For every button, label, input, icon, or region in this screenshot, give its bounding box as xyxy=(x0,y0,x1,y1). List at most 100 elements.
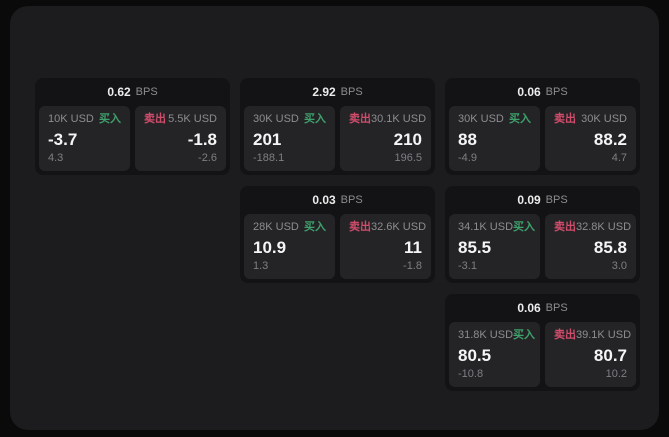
sell-price-value: 80.7 xyxy=(593,345,627,365)
sell-price-value: 88.2 xyxy=(593,129,627,149)
buy-price-value: -3.7 xyxy=(48,129,78,149)
buy-side-label: 买入 xyxy=(304,113,326,125)
buy-amount-label: 30K USD xyxy=(253,113,299,125)
quote-card: 0.62 BPS 10K USD 买入 -3.7 4.3 卖出 5.5K USD… xyxy=(35,78,230,175)
bps-unit-label: BPS xyxy=(340,194,363,206)
sell-tile[interactable]: 卖出 5.5K USD -1.8 -2.6 xyxy=(135,106,226,171)
sell-tile[interactable]: 卖出 30K USD 88.2 4.7 xyxy=(545,106,636,171)
sell-tile-header: 卖出 32.6K USD xyxy=(349,221,426,234)
main-panel: 0.62 BPS 10K USD 买入 -3.7 4.3 卖出 5.5K USD… xyxy=(10,6,659,430)
sell-tile[interactable]: 卖出 39.1K USD 80.7 10.2 xyxy=(545,322,636,387)
bps-value: 0.06 xyxy=(517,301,541,315)
buy-delta-value: -188.1 xyxy=(253,152,285,164)
bps-value: 0.09 xyxy=(517,193,541,207)
sell-delta-value: 10.2 xyxy=(605,368,627,380)
bps-value: 0.06 xyxy=(517,85,541,99)
buy-delta-value: -3.1 xyxy=(458,260,477,272)
card-body: 31.8K USD 买入 80.5 -10.8 卖出 39.1K USD 80.… xyxy=(445,322,640,391)
card-header: 0.06 BPS xyxy=(445,78,640,106)
quote-card: 0.09 BPS 34.1K USD 买入 85.5 -3.1 卖出 32.8K… xyxy=(445,186,640,283)
quote-card: 2.92 BPS 30K USD 买入 201 -188.1 卖出 30.1K … xyxy=(240,78,435,175)
bps-unit-label: BPS xyxy=(340,86,363,98)
sell-tile-header: 卖出 5.5K USD xyxy=(144,113,217,126)
sell-tile-header: 卖出 39.1K USD xyxy=(554,329,631,342)
buy-side-label: 买入 xyxy=(509,113,531,125)
quote-card: 0.06 BPS 31.8K USD 买入 80.5 -10.8 卖出 39.1… xyxy=(445,294,640,391)
sell-price-value: -1.8 xyxy=(187,129,217,149)
buy-amount-label: 30K USD xyxy=(458,113,504,125)
sell-tile-header: 卖出 30.1K USD xyxy=(349,113,426,126)
buy-side-label: 买入 xyxy=(304,221,326,233)
card-body: 28K USD 买入 10.9 1.3 卖出 32.6K USD 11 -1.8 xyxy=(240,214,435,283)
buy-amount-label: 28K USD xyxy=(253,221,299,233)
sell-amount-label: 32.8K USD xyxy=(576,221,632,233)
sell-side-label: 卖出 xyxy=(144,113,166,125)
buy-amount-label: 34.1K USD xyxy=(458,221,514,233)
sell-side-label: 卖出 xyxy=(349,221,371,233)
sell-tile-header: 卖出 32.8K USD xyxy=(554,221,631,234)
buy-tile[interactable]: 30K USD 买入 201 -188.1 xyxy=(244,106,335,171)
sell-price-value: 210 xyxy=(393,129,422,149)
sell-delta-value: -1.8 xyxy=(403,260,422,272)
card-body: 30K USD 买入 201 -188.1 卖出 30.1K USD 210 1… xyxy=(240,106,435,175)
sell-price-value: 85.8 xyxy=(593,237,627,257)
buy-tile-header: 31.8K USD 买入 xyxy=(458,329,535,342)
sell-tile[interactable]: 卖出 32.8K USD 85.8 3.0 xyxy=(545,214,636,279)
buy-tile[interactable]: 10K USD 买入 -3.7 4.3 xyxy=(39,106,130,171)
sell-tile-header: 卖出 30K USD xyxy=(554,113,627,126)
sell-tile[interactable]: 卖出 30.1K USD 210 196.5 xyxy=(340,106,431,171)
buy-tile[interactable]: 34.1K USD 买入 85.5 -3.1 xyxy=(449,214,540,279)
card-body: 10K USD 买入 -3.7 4.3 卖出 5.5K USD -1.8 -2.… xyxy=(35,106,230,175)
sell-amount-label: 5.5K USD xyxy=(168,113,217,125)
sell-delta-value: 3.0 xyxy=(611,260,627,272)
buy-price-value: 88 xyxy=(458,129,477,149)
bps-unit-label: BPS xyxy=(135,86,158,98)
bps-value: 0.03 xyxy=(312,193,336,207)
bps-value: 0.62 xyxy=(107,85,131,99)
buy-delta-value: -4.9 xyxy=(458,152,477,164)
buy-amount-label: 31.8K USD xyxy=(458,329,514,341)
quote-grid: 0.62 BPS 10K USD 买入 -3.7 4.3 卖出 5.5K USD… xyxy=(35,78,640,391)
sell-amount-label: 32.6K USD xyxy=(371,221,427,233)
sell-price-value: 11 xyxy=(404,237,422,257)
sell-delta-value: 4.7 xyxy=(611,152,627,164)
buy-price-value: 85.5 xyxy=(458,237,492,257)
buy-delta-value: 4.3 xyxy=(48,152,64,164)
bps-unit-label: BPS xyxy=(545,194,568,206)
card-header: 0.06 BPS xyxy=(445,294,640,322)
sell-side-label: 卖出 xyxy=(554,221,576,233)
buy-tile[interactable]: 31.8K USD 买入 80.5 -10.8 xyxy=(449,322,540,387)
buy-tile-header: 30K USD 买入 xyxy=(253,113,326,126)
bps-unit-label: BPS xyxy=(545,86,568,98)
card-header: 0.09 BPS xyxy=(445,186,640,214)
buy-delta-value: -10.8 xyxy=(458,368,484,380)
sell-tile[interactable]: 卖出 32.6K USD 11 -1.8 xyxy=(340,214,431,279)
buy-price-value: 80.5 xyxy=(458,345,492,365)
card-header: 0.62 BPS xyxy=(35,78,230,106)
buy-side-label: 买入 xyxy=(513,221,536,233)
buy-side-label: 买入 xyxy=(99,113,121,125)
sell-side-label: 卖出 xyxy=(349,113,371,125)
sell-amount-label: 30K USD xyxy=(581,113,627,125)
sell-side-label: 卖出 xyxy=(554,329,576,341)
card-header: 0.03 BPS xyxy=(240,186,435,214)
buy-tile[interactable]: 30K USD 买入 88 -4.9 xyxy=(449,106,540,171)
bps-value: 2.92 xyxy=(312,85,336,99)
sell-delta-value: -2.6 xyxy=(198,152,217,164)
card-body: 34.1K USD 买入 85.5 -3.1 卖出 32.8K USD 85.8… xyxy=(445,214,640,283)
quote-card: 0.03 BPS 28K USD 买入 10.9 1.3 卖出 32.6K US… xyxy=(240,186,435,283)
buy-amount-label: 10K USD xyxy=(48,113,94,125)
card-body: 30K USD 买入 88 -4.9 卖出 30K USD 88.2 4.7 xyxy=(445,106,640,175)
buy-tile-header: 10K USD 买入 xyxy=(48,113,121,126)
buy-price-value: 10.9 xyxy=(253,237,287,257)
sell-side-label: 卖出 xyxy=(554,113,576,125)
sell-delta-value: 196.5 xyxy=(394,152,422,164)
buy-tile[interactable]: 28K USD 买入 10.9 1.3 xyxy=(244,214,335,279)
sell-amount-label: 39.1K USD xyxy=(576,329,632,341)
card-header: 2.92 BPS xyxy=(240,78,435,106)
buy-price-value: 201 xyxy=(253,129,282,149)
buy-tile-header: 30K USD 买入 xyxy=(458,113,531,126)
buy-side-label: 买入 xyxy=(513,329,536,341)
buy-tile-header: 28K USD 买入 xyxy=(253,221,326,234)
buy-tile-header: 34.1K USD 买入 xyxy=(458,221,535,234)
